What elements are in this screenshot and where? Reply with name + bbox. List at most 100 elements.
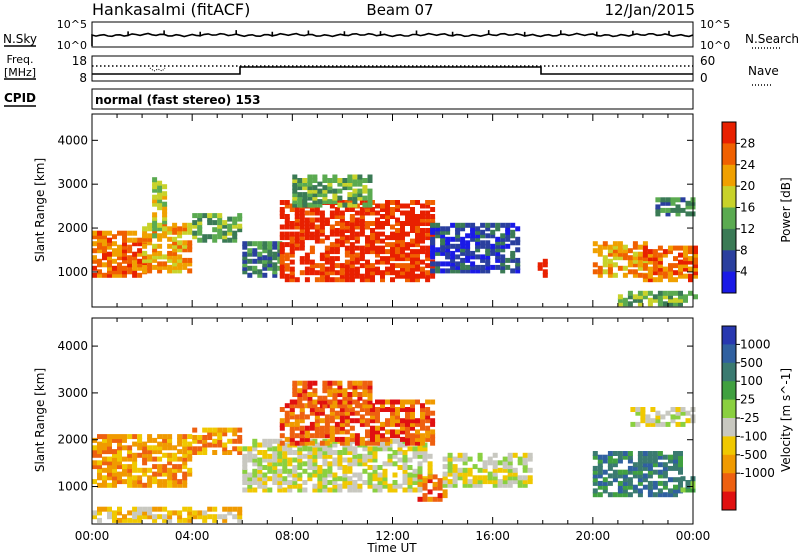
echo-cell <box>294 421 300 427</box>
echo-cell <box>617 484 623 490</box>
echo-cell <box>627 294 633 300</box>
echo-cell <box>500 247 506 253</box>
echo-cell <box>430 261 436 267</box>
echo-cell <box>349 425 355 431</box>
echo-cell <box>347 202 353 208</box>
echo-cell <box>294 440 300 446</box>
echo-cell <box>289 270 295 276</box>
echo-cell <box>337 465 343 470</box>
echo-cell <box>297 457 303 463</box>
echo-cell <box>490 250 496 256</box>
echo-cell <box>142 241 148 247</box>
echo-cell <box>420 259 425 265</box>
echo-cell <box>97 506 102 512</box>
echo-cell <box>637 469 643 475</box>
echo-cell <box>312 195 318 201</box>
cpid-panel-frame <box>91 88 694 110</box>
echo-cell <box>512 479 518 485</box>
echo-cell <box>232 230 238 236</box>
echo-cell <box>182 445 188 451</box>
echo-cell <box>332 480 338 485</box>
echo-cell <box>372 483 378 489</box>
echo-cell <box>242 241 248 247</box>
echo-cell <box>675 211 681 217</box>
echo-cell <box>299 418 305 424</box>
echo-cell <box>307 181 313 187</box>
echo-cell <box>137 475 143 481</box>
echo-cell <box>147 456 153 462</box>
echo-cell <box>522 452 528 458</box>
echo-cell <box>152 449 158 455</box>
echo-cell <box>327 181 333 187</box>
echo-cell <box>655 204 661 210</box>
echo-cell <box>380 399 385 405</box>
echo-cell <box>665 197 671 203</box>
echo-cell <box>652 492 658 498</box>
echo-region <box>592 241 648 278</box>
echo-cell <box>262 483 268 489</box>
echo-cell <box>132 475 138 481</box>
echo-cell <box>292 465 298 470</box>
echo-cell <box>132 506 138 512</box>
echo-cell <box>365 433 370 439</box>
echo-cell <box>678 245 683 251</box>
echo-cell <box>375 399 380 405</box>
echo-cell <box>314 425 320 431</box>
echo-cell <box>322 195 328 201</box>
echo-cell <box>410 224 415 230</box>
echo-cell <box>332 483 338 489</box>
echo-cell <box>339 238 345 244</box>
echo-cell <box>132 452 138 458</box>
echo-cell <box>319 214 325 219</box>
echo-cell <box>405 221 410 226</box>
echo-cell <box>617 294 623 300</box>
echo-cell <box>267 241 273 247</box>
echo-cell <box>287 446 293 452</box>
echo-cell <box>297 202 303 208</box>
echo-cell <box>420 203 425 209</box>
echo-cell <box>272 450 278 455</box>
echo-cell <box>217 438 223 444</box>
echo-cell <box>642 465 648 471</box>
echo-cell <box>685 480 691 485</box>
echo-cell <box>107 230 112 236</box>
echo-cell <box>362 388 368 394</box>
echo-cell <box>142 226 148 232</box>
echo-cell <box>112 467 117 473</box>
echo-cell <box>222 427 228 433</box>
echo-cell <box>675 197 681 203</box>
echo-cell <box>252 468 258 474</box>
echo-cell <box>147 226 153 232</box>
echo-cell <box>420 410 425 416</box>
echo-cell <box>440 243 446 249</box>
echo-cell <box>217 216 223 222</box>
echo-cell <box>662 462 668 468</box>
echo-cell <box>370 266 375 272</box>
echo-cell <box>455 261 461 267</box>
echo-cell <box>102 230 107 236</box>
echo-cell <box>410 266 415 272</box>
echo-region <box>279 200 436 283</box>
echo-cell <box>632 294 638 300</box>
colorbar-tick-label: 500 <box>740 356 763 370</box>
echo-cell <box>337 457 343 463</box>
echo-cell <box>683 263 688 269</box>
echo-cell <box>417 461 423 467</box>
echo-cell <box>309 421 315 427</box>
echo-cell <box>127 262 133 268</box>
echo-cell <box>425 235 431 241</box>
echo-cell <box>370 418 375 424</box>
echo-cell <box>347 195 353 201</box>
echo-cell <box>237 506 243 512</box>
echo-cell <box>693 252 698 258</box>
echo-cell <box>437 478 443 484</box>
echo-cell <box>117 230 122 236</box>
echo-cell <box>359 440 365 446</box>
echo-cell <box>660 200 666 206</box>
echo-cell <box>597 244 603 250</box>
echo-cell <box>655 410 661 416</box>
echo-cell <box>367 202 373 208</box>
echo-cell <box>450 236 456 242</box>
echo-cell <box>385 200 390 205</box>
echo-cell <box>627 480 633 486</box>
